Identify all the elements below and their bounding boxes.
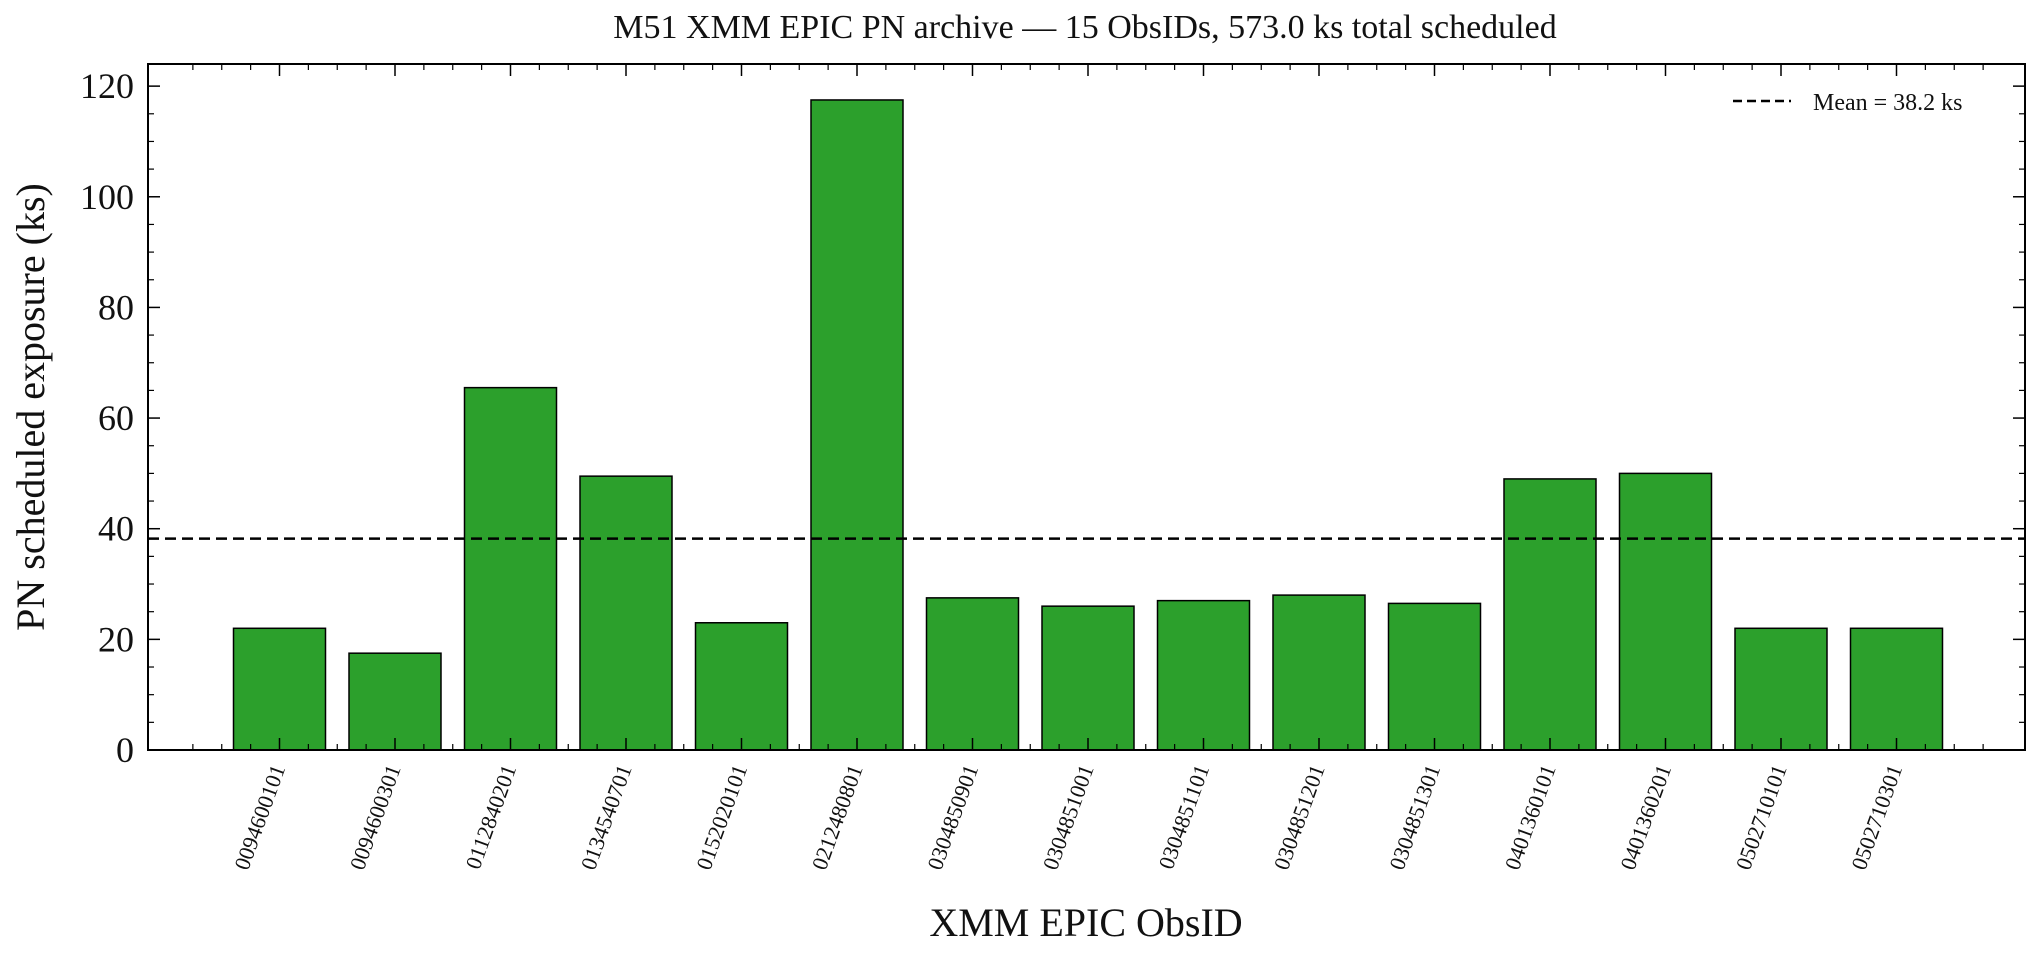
bar-0094600301 <box>348 652 442 751</box>
bars-group <box>232 99 1944 751</box>
x-tick-label: 0502710101 <box>1731 761 1792 873</box>
x-tick-label: 0304851301 <box>1384 761 1445 873</box>
y-tick-label: 0 <box>116 730 134 770</box>
bar-0502710301 <box>1849 627 1944 751</box>
x-tick-label: 0401360101 <box>1500 761 1561 873</box>
bar-0304850901 <box>925 597 1020 751</box>
x-tick-label: 0152020101 <box>691 761 752 873</box>
chart-title: M51 XMM EPIC PN archive — 15 ObsIDs, 573… <box>613 9 1556 46</box>
x-tick-label: 0304851201 <box>1269 761 1330 873</box>
x-tick-label: 0304850901 <box>922 761 983 873</box>
x-axis-label: XMM EPIC ObsID <box>929 900 1242 945</box>
bar-0112840201 <box>463 386 558 751</box>
y-tick-label: 40 <box>98 509 134 549</box>
bar-0094600101 <box>232 627 327 751</box>
x-tick-label: 0304851101 <box>1153 761 1214 872</box>
plot-frame <box>147 63 2026 751</box>
bar-0304851201 <box>1272 594 1366 751</box>
x-tick-label: 0212480801 <box>807 761 868 873</box>
y-axis-label: PN scheduled exposure (ks) <box>8 183 53 631</box>
y-tick-label: 80 <box>98 287 134 327</box>
x-tick-label: 0304851001 <box>1038 761 1099 873</box>
y-tick-label: 20 <box>98 619 134 659</box>
x-tick-label: 0094600101 <box>229 761 290 873</box>
bar-0212480801 <box>810 99 904 751</box>
x-tick-label: 0112840201 <box>460 761 521 872</box>
x-tick-label: 0134540701 <box>576 761 637 873</box>
y-tick-label: 120 <box>80 66 134 106</box>
x-tick-label: 0094600301 <box>345 761 406 873</box>
bar-0304851301 <box>1387 602 1482 751</box>
y-tick-label: 60 <box>98 398 134 438</box>
bar-0152020101 <box>694 622 789 751</box>
bar-0401360201 <box>1618 472 1713 751</box>
y-tick-label: 100 <box>80 177 134 217</box>
x-tick-label: 0502710301 <box>1846 761 1907 873</box>
legend: Mean = 38.2 ks <box>1733 90 1963 116</box>
bar-0401360101 <box>1503 478 1597 751</box>
bar-0134540701 <box>579 475 673 751</box>
bar-0304851101 <box>1156 599 1251 751</box>
bar-0502710101 <box>1734 627 1828 751</box>
legend-mean-label: Mean = 38.2 ks <box>1813 90 1963 116</box>
ticks-group: 0094600101 0094600301 0112840201 0134540701… <box>80 64 2025 873</box>
bar-0304851001 <box>1041 605 1135 751</box>
x-tick-label: 0401360201 <box>1615 761 1676 873</box>
